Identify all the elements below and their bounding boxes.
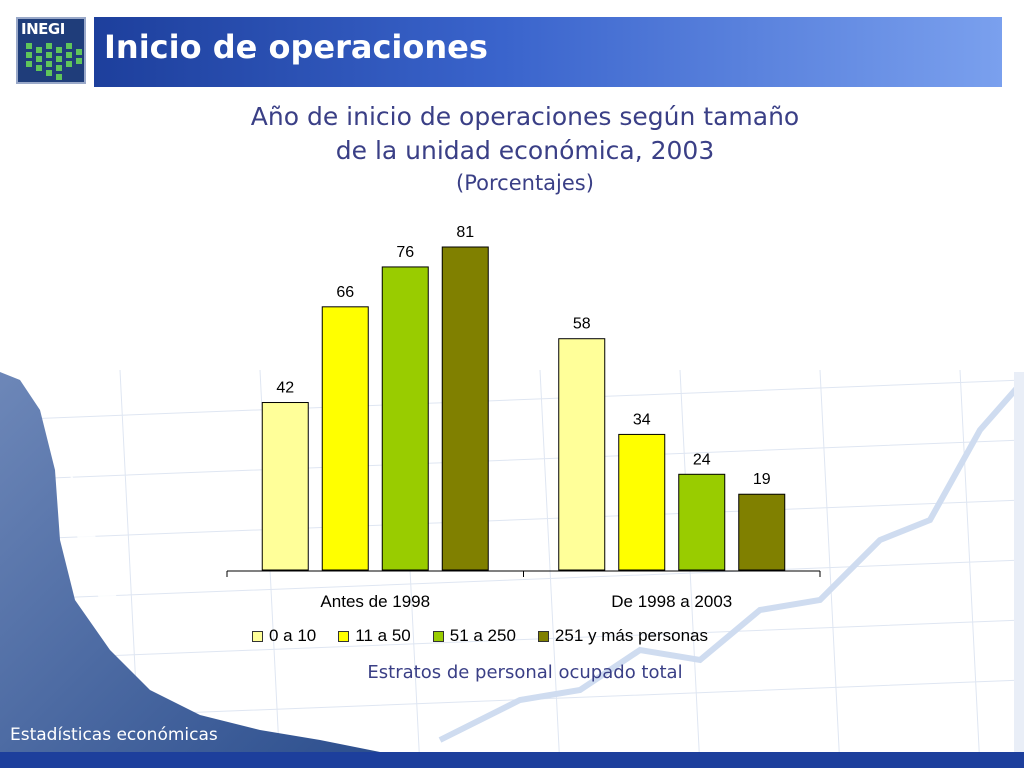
footer-bar [0, 752, 1024, 768]
chart-legend: 0 a 10 11 a 50 51 a 250 251 y más personas [252, 626, 730, 646]
legend-item-3: 251 y más personas [537, 626, 709, 646]
legend-swatch-2 [432, 630, 444, 642]
chart-title-block: Año de inicio de operaciones según tamañ… [150, 100, 900, 198]
bar-1-1 [618, 433, 666, 571]
map-silhouette [0, 372, 380, 752]
bar-0-3 [441, 246, 489, 571]
legend-label-2: 51 a 250 [449, 626, 516, 645]
inegi-logo: INEGI [16, 17, 86, 84]
legend-label-3: 251 y más personas [554, 626, 709, 645]
category-label-0: Antes de 1998 [320, 592, 430, 611]
right-edge-decoration [1014, 372, 1024, 752]
bar-1-0 [558, 338, 606, 571]
data-label-0-1: 66 [336, 284, 354, 301]
category-label-1: De 1998 a 2003 [611, 592, 732, 611]
data-label-0-0: 42 [276, 380, 294, 397]
map-peninsula [70, 470, 130, 640]
legend-label-0: 0 a 10 [269, 626, 317, 645]
chart-title-line-1: Año de inicio de operaciones según tamañ… [250, 102, 800, 131]
data-label-1-0: 58 [573, 316, 591, 333]
chart-subtitle: (Porcentajes) [456, 171, 594, 195]
bar-1-2 [678, 473, 726, 571]
x-axis-caption: Estratos de personal ocupado total [367, 662, 683, 683]
data-label-1-2: 24 [693, 451, 711, 468]
legend-item-1: 11 a 50 [338, 626, 411, 646]
logo-dots-icon [26, 43, 82, 80]
bar-0-2 [381, 266, 429, 571]
data-label-1-1: 34 [633, 411, 651, 428]
legend-item-0: 0 a 10 [252, 626, 316, 646]
legend-item-2: 51 a 250 [432, 626, 516, 646]
bar-0-1 [321, 306, 369, 571]
data-label-0-3: 81 [456, 224, 474, 241]
bar-0-0 [261, 402, 309, 571]
data-label-0-2: 76 [396, 244, 414, 261]
legend-swatch-3 [537, 630, 549, 642]
title-bar: Inicio de operaciones [94, 17, 1002, 87]
page-title: Inicio de operaciones [104, 28, 488, 66]
chart-title-line-2: de la unidad económica, 2003 [335, 136, 715, 165]
logo-text: INEGI [21, 20, 65, 38]
legend-swatch-1 [338, 630, 350, 642]
bar-1-3 [738, 493, 786, 571]
footer-label: Estadísticas económicas [10, 725, 218, 745]
legend-label-1: 11 a 50 [355, 626, 411, 645]
legend-swatch-0 [252, 630, 263, 642]
data-label-1-3: 19 [753, 471, 771, 488]
trend-line-decoration [438, 378, 1024, 743]
